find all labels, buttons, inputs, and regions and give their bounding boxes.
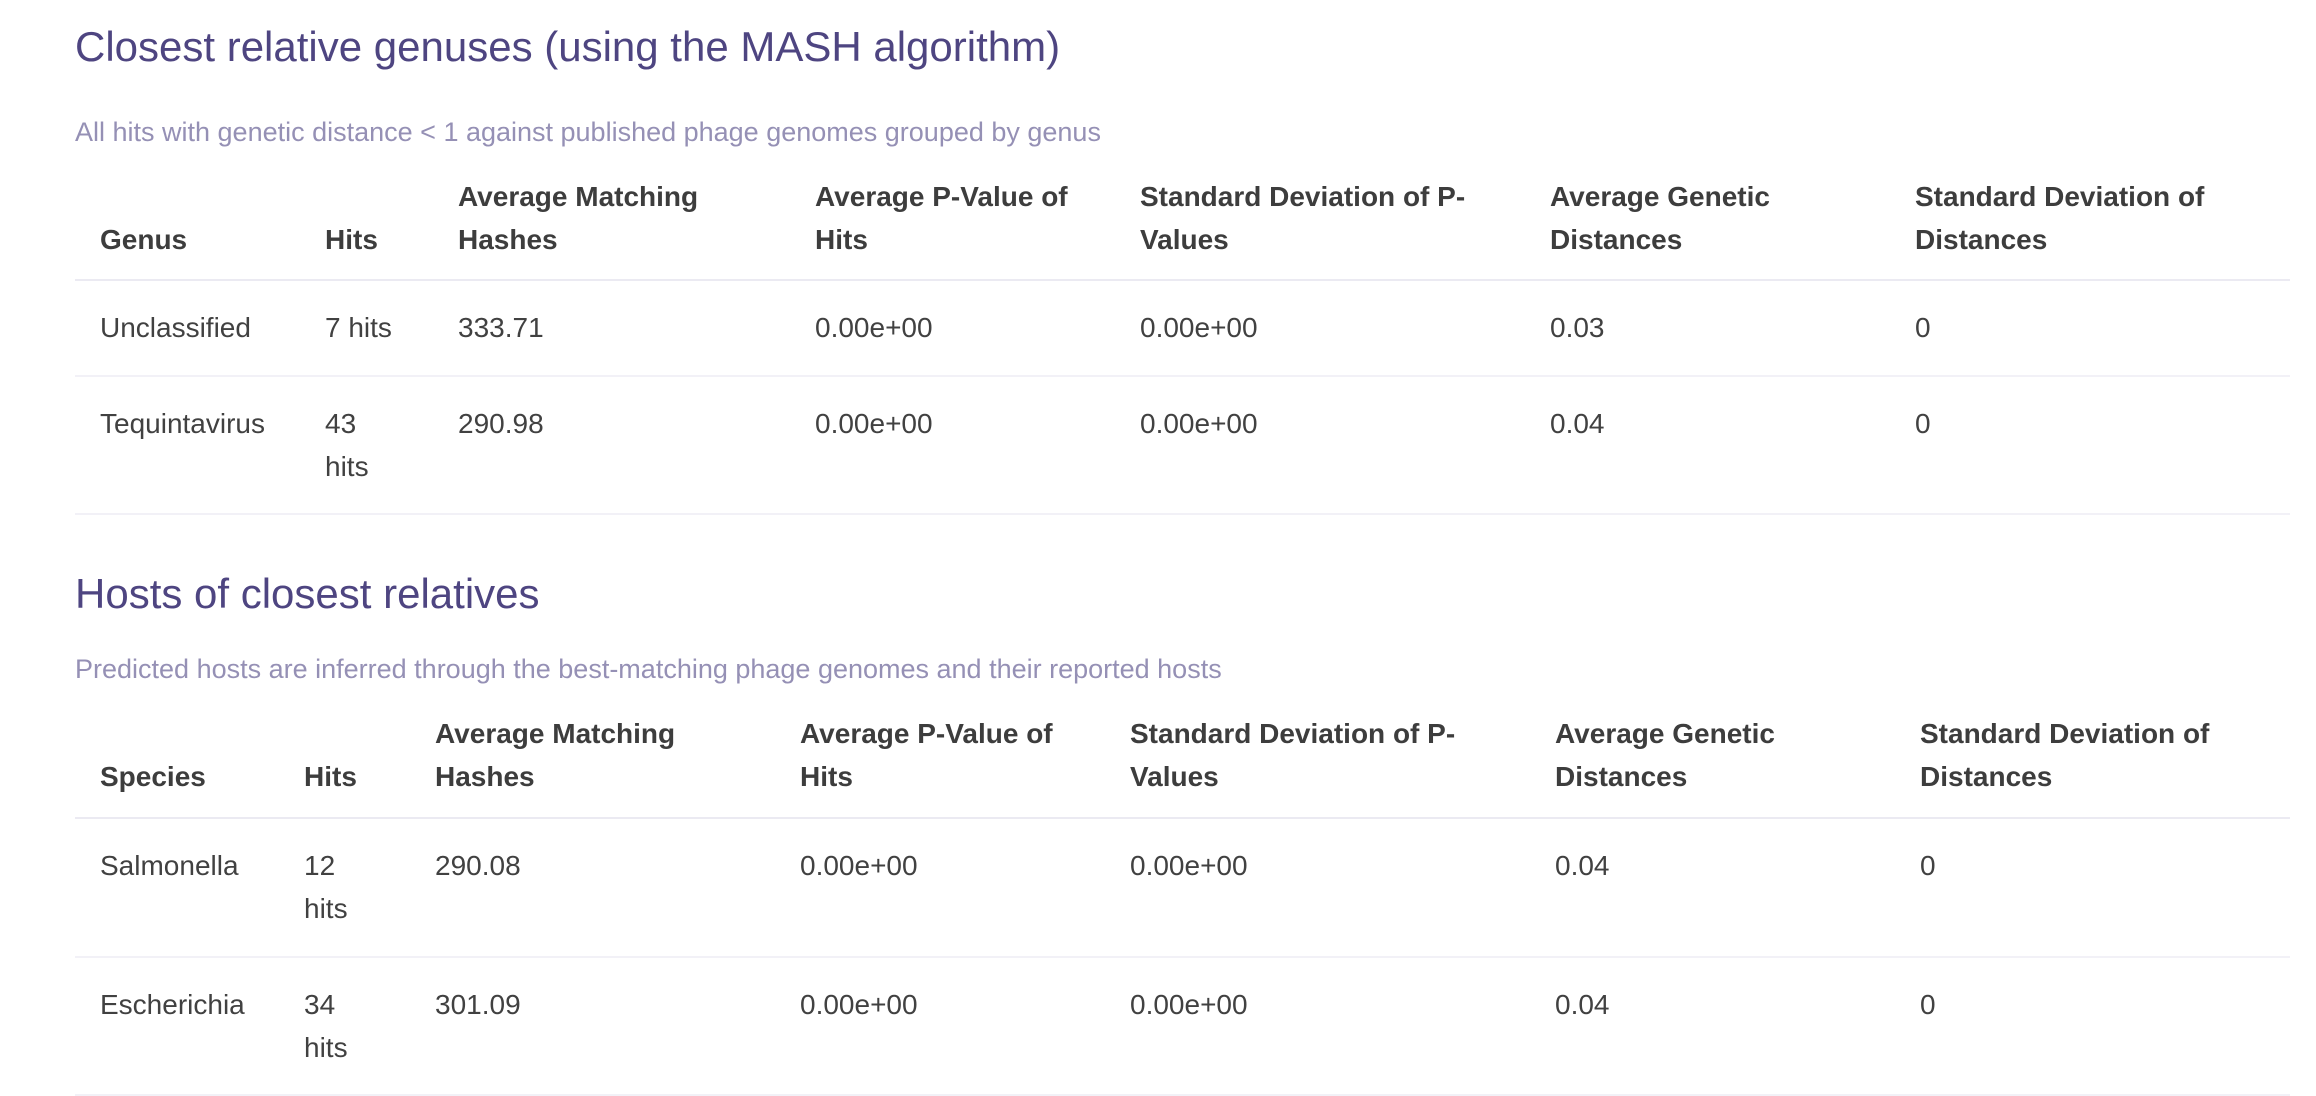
cell-average-genetic-distance: 0.04 bbox=[1530, 956, 1895, 1096]
section-subtitle-genus-hits: All hits with genetic distance < 1 again… bbox=[75, 116, 1101, 147]
cell-std-dev-p-values: 0.00e+00 bbox=[1115, 375, 1525, 516]
column-header-hits: Hits bbox=[279, 711, 410, 819]
cell-hits: 7 hits bbox=[300, 280, 433, 377]
column-header-average-matching-hashes: Average Matching Hashes bbox=[410, 711, 775, 819]
section-subtitle-predicted-hosts: Predicted hosts are inferred through the… bbox=[75, 654, 1222, 685]
cell-average-genetic-distance: 0.04 bbox=[1525, 375, 1890, 516]
column-header-average-genetic-distances: Average Genetic Distances bbox=[1525, 174, 1890, 282]
column-header-hits: Hits bbox=[300, 174, 433, 282]
genus-table-header-row: Genus Hits Average Matching Hashes Avera… bbox=[75, 174, 2290, 282]
column-header-species: Species bbox=[75, 711, 279, 819]
cell-std-dev-distances: 0 bbox=[1895, 956, 2290, 1096]
genus-table: Genus Hits Average Matching Hashes Avera… bbox=[75, 174, 2290, 516]
column-header-average-p-value-of-hits: Average P-Value of Hits bbox=[775, 711, 1105, 819]
column-header-average-genetic-distances: Average Genetic Distances bbox=[1530, 711, 1895, 819]
cell-std-dev-p-values: 0.00e+00 bbox=[1105, 956, 1530, 1096]
cell-std-dev-distances: 0 bbox=[1890, 280, 2290, 377]
table-row-unclassified: Unclassified 7 hits 333.71 0.00e+00 0.00… bbox=[75, 280, 2290, 377]
cell-average-p-value: 0.00e+00 bbox=[790, 280, 1115, 377]
cell-average-matching-hashes: 290.08 bbox=[410, 817, 775, 958]
cell-hits: 12 hits bbox=[279, 817, 410, 958]
column-header-standard-deviation-of-distances: Standard Deviation of Distances bbox=[1890, 174, 2290, 282]
cell-average-p-value: 0.00e+00 bbox=[775, 817, 1105, 958]
column-header-average-matching-hashes: Average Matching Hashes bbox=[433, 174, 790, 282]
column-header-standard-deviation-of-p-values: Standard Deviation of P-Values bbox=[1105, 711, 1530, 819]
column-header-genus: Genus bbox=[75, 174, 300, 282]
cell-std-dev-distances: 0 bbox=[1895, 817, 2290, 958]
cell-hits: 43 hits bbox=[300, 375, 433, 516]
column-header-average-p-value-of-hits: Average P-Value of Hits bbox=[790, 174, 1115, 282]
column-header-standard-deviation-of-distances: Standard Deviation of Distances bbox=[1895, 711, 2290, 819]
cell-average-matching-hashes: 290.98 bbox=[433, 375, 790, 516]
cell-average-genetic-distance: 0.04 bbox=[1530, 817, 1895, 958]
cell-genus: Unclassified bbox=[75, 280, 300, 377]
table-row-salmonella: Salmonella 12 hits 290.08 0.00e+00 0.00e… bbox=[75, 817, 2290, 958]
hosts-table: Species Hits Average Matching Hashes Ave… bbox=[75, 711, 2290, 1096]
cell-average-matching-hashes: 333.71 bbox=[433, 280, 790, 377]
section-title-hosts-of-closest-relatives: Hosts of closest relatives bbox=[75, 570, 540, 618]
cell-genus: Tequintavirus bbox=[75, 375, 300, 516]
cell-std-dev-distances: 0 bbox=[1890, 375, 2290, 516]
cell-std-dev-p-values: 0.00e+00 bbox=[1105, 817, 1530, 958]
column-header-standard-deviation-of-p-values: Standard Deviation of P-Values bbox=[1115, 174, 1525, 282]
table-row-escherichia: Escherichia 34 hits 301.09 0.00e+00 0.00… bbox=[75, 956, 2290, 1096]
cell-average-genetic-distance: 0.03 bbox=[1525, 280, 1890, 377]
hosts-table-header-row: Species Hits Average Matching Hashes Ave… bbox=[75, 711, 2290, 819]
cell-hits: 34 hits bbox=[279, 956, 410, 1096]
cell-average-matching-hashes: 301.09 bbox=[410, 956, 775, 1096]
cell-std-dev-p-values: 0.00e+00 bbox=[1115, 280, 1525, 377]
table-row-tequintavirus: Tequintavirus 43 hits 290.98 0.00e+00 0.… bbox=[75, 375, 2290, 516]
cell-average-p-value: 0.00e+00 bbox=[775, 956, 1105, 1096]
cell-species: Escherichia bbox=[75, 956, 279, 1096]
section-title-closest-relative-genuses: Closest relative genuses (using the MASH… bbox=[75, 23, 1061, 70]
cell-average-p-value: 0.00e+00 bbox=[790, 375, 1115, 516]
cell-species: Salmonella bbox=[75, 817, 279, 958]
